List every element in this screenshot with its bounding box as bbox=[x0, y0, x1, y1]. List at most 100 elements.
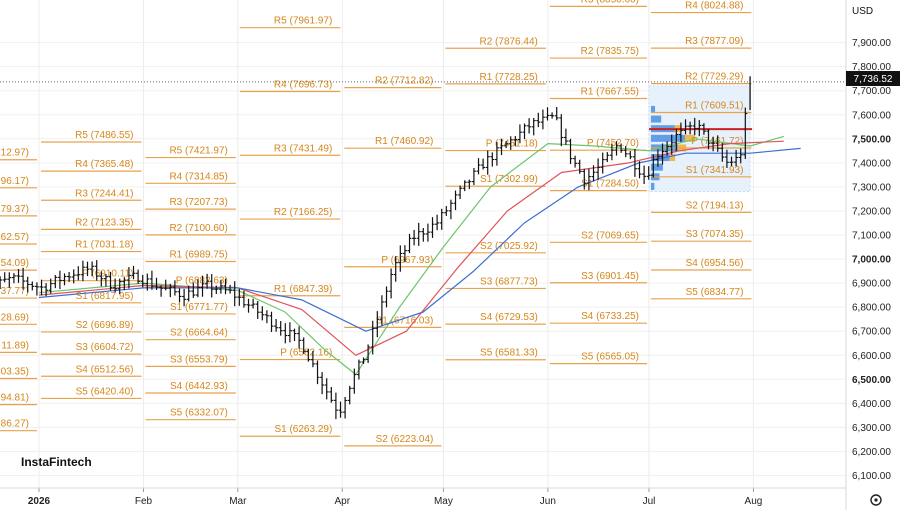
price-bar bbox=[361, 357, 366, 365]
x-tick-label: Apr bbox=[335, 496, 351, 507]
price-bar bbox=[352, 368, 357, 394]
pivot-level-label: S3 (6553.79) bbox=[170, 354, 228, 365]
pivot-level-label: R2 (7712.82) bbox=[375, 76, 433, 87]
pivot-level-label: R5 (7421.97) bbox=[169, 146, 227, 157]
pivot-level-label: S2 (7194.13) bbox=[686, 200, 744, 211]
price-bar bbox=[343, 396, 348, 419]
y-tick-label: 6,800.00 bbox=[852, 303, 891, 314]
price-bar bbox=[214, 285, 219, 295]
price-bar bbox=[30, 281, 35, 291]
price-bar bbox=[674, 128, 679, 151]
pivot-level-label: P (6967.93) bbox=[381, 255, 433, 266]
price-bar bbox=[113, 278, 118, 293]
price-bar bbox=[481, 158, 486, 170]
pivot-level-label: R1 (6847.39) bbox=[274, 284, 332, 295]
price-bar bbox=[297, 326, 302, 349]
pivot-level-label: R3 (7207.73) bbox=[169, 197, 227, 208]
price-bar bbox=[186, 285, 191, 302]
price-bar bbox=[67, 271, 72, 282]
price-bar bbox=[149, 270, 154, 290]
pivot-level-label: S5 (6332.07) bbox=[170, 408, 228, 419]
pivot-level-label: R3 (7431.49) bbox=[274, 143, 332, 154]
price-bar bbox=[724, 149, 729, 168]
pivot-level-label: S5 (6420.40) bbox=[76, 386, 134, 397]
price-bar bbox=[407, 233, 412, 254]
pivot-level-label: S5 (6581.33) bbox=[480, 348, 538, 359]
price-bar bbox=[471, 167, 476, 186]
price-bar bbox=[554, 106, 559, 121]
price-bar bbox=[99, 271, 104, 287]
pivot-level-label: 12.97) bbox=[1, 148, 29, 159]
pivot-level-label: S1 (7302.99) bbox=[480, 174, 538, 185]
pivot-level-label: P (6910.11) bbox=[82, 269, 133, 280]
price-bar bbox=[209, 274, 214, 298]
price-bar bbox=[706, 129, 711, 150]
price-bar bbox=[563, 128, 568, 145]
pivot-level-label: S4 (6729.53) bbox=[480, 312, 538, 323]
price-bar bbox=[126, 267, 131, 289]
price-bar bbox=[274, 318, 279, 332]
pivot-level-label: S5 (6565.05) bbox=[581, 352, 639, 363]
pivot-level-label: 79.37) bbox=[1, 204, 29, 215]
price-bar bbox=[241, 290, 246, 308]
price-bar bbox=[504, 141, 509, 149]
price-bar bbox=[108, 271, 113, 291]
price-bar bbox=[44, 283, 49, 297]
price-bar bbox=[136, 269, 141, 284]
price-bar bbox=[425, 223, 430, 242]
price-bar bbox=[522, 123, 527, 140]
price-bar bbox=[389, 268, 394, 299]
price-bar bbox=[329, 386, 334, 403]
price-bar bbox=[462, 180, 467, 192]
price-bar bbox=[490, 152, 495, 167]
x-tick-label: 2026 bbox=[28, 496, 51, 507]
price-bar bbox=[260, 306, 265, 321]
price-bar bbox=[545, 107, 550, 121]
price-bar bbox=[218, 279, 223, 294]
pivot-level-label: R5 (7961.97) bbox=[274, 16, 332, 27]
volume-profile-bar bbox=[650, 154, 670, 162]
pivot-level-label: R2 (7123.35) bbox=[75, 217, 133, 228]
current-price-badge-bg bbox=[846, 71, 900, 86]
price-bar bbox=[232, 281, 237, 307]
price-bar bbox=[568, 138, 573, 164]
price-bar bbox=[669, 134, 674, 155]
price-bar bbox=[195, 279, 200, 298]
price-bar bbox=[494, 141, 499, 166]
volume-profile-bar-accent bbox=[669, 154, 676, 162]
y-tick-label: 7,500.00 bbox=[852, 134, 891, 145]
price-bar bbox=[527, 118, 532, 134]
pivot-level-label: S3 (6901.45) bbox=[581, 271, 639, 282]
price-bar bbox=[145, 273, 150, 291]
price-bar bbox=[398, 245, 403, 272]
ma-slow-line bbox=[38, 147, 801, 332]
pivot-level-label: 96.17) bbox=[1, 176, 29, 187]
price-bar bbox=[499, 138, 504, 156]
currency-selector[interactable]: USD bbox=[852, 6, 873, 17]
pivot-level-label: 03.35) bbox=[1, 366, 29, 377]
price-bar bbox=[453, 190, 458, 211]
price-bar bbox=[550, 112, 555, 119]
settings-gear-icon[interactable] bbox=[870, 494, 882, 506]
y-tick-label: 6,600.00 bbox=[852, 351, 891, 362]
price-bar bbox=[292, 328, 297, 341]
pivot-level-label: R3 (8050.60) bbox=[581, 0, 639, 5]
price-bar bbox=[628, 151, 633, 160]
price-bar bbox=[665, 141, 670, 156]
price-bar bbox=[508, 136, 513, 150]
price-bar bbox=[16, 269, 21, 283]
price-bar bbox=[467, 179, 472, 190]
pivot-level-label: S3 (7074.35) bbox=[686, 229, 744, 240]
pivot-level-label: R1 (7609.51) bbox=[685, 100, 743, 111]
currency-label[interactable]: USD bbox=[852, 6, 873, 17]
pivot-level-label: S4 (6442.93) bbox=[170, 381, 228, 392]
price-bar bbox=[306, 348, 311, 362]
price-bar bbox=[251, 298, 256, 309]
price-bar bbox=[182, 288, 187, 307]
price-bar bbox=[513, 136, 518, 147]
price-bar bbox=[476, 158, 481, 175]
price-bar bbox=[435, 214, 440, 231]
pivot-level-label: P (7452.70) bbox=[587, 138, 639, 149]
price-bar bbox=[356, 359, 361, 380]
